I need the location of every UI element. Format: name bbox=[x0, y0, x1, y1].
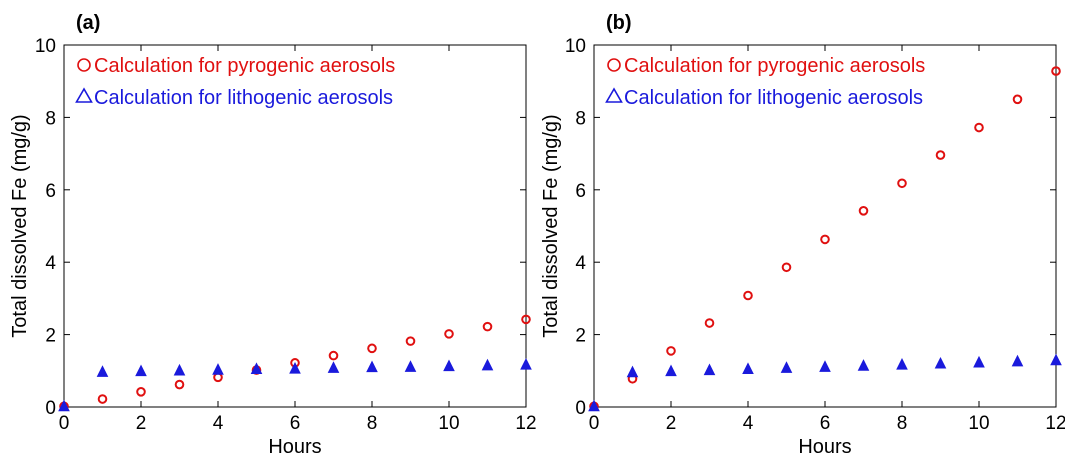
y-tick-label: 10 bbox=[35, 36, 56, 57]
x-axis-title: Hours bbox=[798, 436, 851, 458]
data-point-triangle bbox=[973, 355, 985, 368]
data-point-triangle bbox=[896, 358, 908, 370]
series-lithogenic bbox=[588, 353, 1062, 412]
y-tick-label: 0 bbox=[45, 398, 56, 419]
data-point-circle bbox=[666, 346, 676, 356]
data-point-triangle bbox=[520, 358, 532, 370]
data-point-triangle bbox=[780, 361, 793, 373]
data-point-circle bbox=[820, 234, 830, 245]
y-tick-label: 6 bbox=[45, 181, 56, 202]
y-axis-title: Total dissolved Fe (mg/g) bbox=[9, 114, 31, 337]
legend-label: Calculation for lithogenic aerosols bbox=[94, 87, 393, 109]
data-point-circle bbox=[136, 386, 146, 397]
data-point-triangle bbox=[1011, 354, 1024, 367]
data-point-triangle bbox=[1050, 353, 1062, 366]
x-tick-label: 8 bbox=[367, 413, 378, 434]
y-tick-label: 8 bbox=[45, 108, 56, 129]
x-tick-label: 10 bbox=[438, 413, 459, 434]
data-point-triangle bbox=[819, 360, 831, 372]
y-tick-label: 0 bbox=[575, 398, 586, 419]
x-tick-label: 12 bbox=[1045, 413, 1065, 434]
data-point-circle bbox=[521, 314, 531, 325]
panel-label: (b) bbox=[606, 12, 632, 34]
data-point-circle bbox=[482, 321, 493, 332]
x-tick-label: 8 bbox=[897, 413, 908, 434]
data-point-triangle bbox=[58, 399, 70, 412]
y-tick-label: 2 bbox=[45, 326, 56, 347]
data-point-circle bbox=[858, 205, 869, 216]
data-point-triangle bbox=[404, 360, 417, 372]
data-point-circle bbox=[328, 350, 339, 361]
data-point-triangle bbox=[665, 364, 677, 377]
y-tick-label: 4 bbox=[45, 253, 56, 274]
x-tick-label: 6 bbox=[290, 413, 301, 434]
x-tick-label: 2 bbox=[136, 413, 147, 434]
data-point-triangle bbox=[481, 358, 494, 371]
y-tick-label: 10 bbox=[565, 36, 586, 57]
y-tick-label: 2 bbox=[575, 326, 586, 347]
data-point-circle bbox=[743, 290, 753, 301]
x-tick-label: 0 bbox=[589, 413, 600, 434]
x-tick-label: 0 bbox=[59, 413, 70, 434]
legend-marker-circle bbox=[607, 58, 621, 72]
data-point-circle bbox=[174, 379, 185, 390]
legend-label: Calculation for pyrogenic aerosols bbox=[94, 55, 395, 77]
data-point-triangle bbox=[626, 365, 639, 378]
data-point-triangle bbox=[934, 356, 947, 369]
data-point-circle bbox=[1012, 94, 1023, 105]
data-point-circle bbox=[781, 262, 792, 273]
data-point-triangle bbox=[366, 360, 378, 373]
y-tick-label: 8 bbox=[575, 108, 586, 129]
x-tick-label: 2 bbox=[666, 413, 677, 434]
x-tick-label: 4 bbox=[213, 413, 224, 434]
data-point-triangle bbox=[212, 363, 224, 375]
data-point-triangle bbox=[173, 363, 186, 376]
x-axis-title: Hours bbox=[268, 436, 321, 458]
legend-marker-circle bbox=[77, 58, 91, 72]
data-point-circle bbox=[1051, 66, 1061, 76]
y-tick-label: 4 bbox=[575, 253, 586, 274]
series-lithogenic bbox=[58, 358, 532, 412]
data-point-circle bbox=[97, 394, 108, 404]
x-tick-label: 10 bbox=[968, 413, 989, 434]
data-point-circle bbox=[704, 318, 715, 328]
x-tick-label: 12 bbox=[515, 413, 536, 434]
panel-label: (a) bbox=[76, 12, 100, 34]
x-tick-label: 6 bbox=[820, 413, 831, 434]
data-point-circle bbox=[974, 122, 984, 133]
y-tick-label: 6 bbox=[575, 181, 586, 202]
data-point-circle bbox=[367, 343, 377, 354]
data-point-triangle bbox=[857, 359, 870, 371]
data-point-circle bbox=[935, 150, 946, 160]
legend-marker-triangle bbox=[75, 87, 93, 103]
data-point-circle bbox=[444, 329, 454, 339]
data-point-triangle bbox=[703, 363, 716, 376]
data-point-triangle bbox=[135, 364, 147, 377]
chart-panel-1: 0 2 4 6 8 10 12 0 2 4 6 8 10 Hours Total dissolved Fe … bbox=[9, 12, 537, 458]
legend-label: Calculation for pyrogenic aerosols bbox=[624, 55, 925, 77]
chart-panel-2: 0 2 4 6 8 10 12 0 2 4 6 8 10 Hours Total dissolved Fe … bbox=[540, 12, 1065, 458]
series-pyrogenic bbox=[589, 66, 1061, 412]
data-point-triangle bbox=[443, 359, 455, 372]
data-point-triangle bbox=[742, 362, 754, 374]
data-point-circle bbox=[405, 336, 416, 346]
data-point-triangle bbox=[289, 362, 301, 374]
legend-marker-triangle bbox=[605, 87, 623, 103]
data-point-triangle bbox=[96, 365, 109, 377]
legend-label: Calculation for lithogenic aerosols bbox=[624, 87, 923, 109]
data-point-triangle bbox=[588, 399, 600, 412]
data-point-triangle bbox=[250, 362, 263, 374]
y-axis-title: Total dissolved Fe (mg/g) bbox=[540, 114, 562, 337]
data-point-circle bbox=[897, 178, 907, 189]
data-point-triangle bbox=[327, 361, 340, 373]
x-tick-label: 4 bbox=[743, 413, 754, 434]
